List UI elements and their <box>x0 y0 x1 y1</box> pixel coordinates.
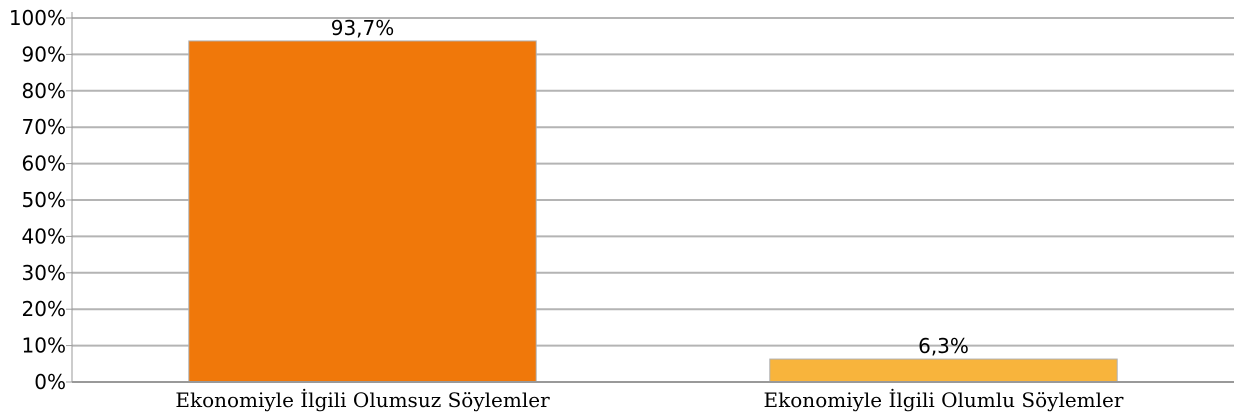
y-tick-label: 30% <box>22 261 66 285</box>
x-tick-label: Ekonomiyle İlgili Olumsuz Söylemler <box>175 388 550 412</box>
bar <box>188 40 537 383</box>
y-tick-label: 70% <box>22 115 66 139</box>
y-tick-label: 20% <box>22 297 66 321</box>
y-tick-label: 90% <box>22 42 66 66</box>
y-axis: 0% 10% 20% 30% 40% 50% 60% 70% 80% 90% 100% <box>9 6 73 394</box>
x-axis: Ekonomiyle İlgili Olumsuz Söylemler Ekono… <box>72 381 1234 412</box>
y-tick-label: 10% <box>22 334 66 358</box>
y-tick-label: 60% <box>22 152 66 176</box>
y-tick-label: 100% <box>9 6 66 30</box>
y-tick-label: 50% <box>22 188 66 212</box>
bar <box>769 358 1118 383</box>
y-tick-label: 80% <box>22 79 66 103</box>
data-label: 93,7% <box>331 16 395 40</box>
bars <box>188 40 1118 383</box>
data-label: 6,3% <box>918 334 969 358</box>
x-tick-label: Ekonomiyle İlgili Olumlu Söylemler <box>764 388 1124 412</box>
y-tick-label: 40% <box>22 224 66 248</box>
y-tick-label: 0% <box>34 370 66 394</box>
data-labels: 93,7% 6,3% <box>331 16 969 358</box>
